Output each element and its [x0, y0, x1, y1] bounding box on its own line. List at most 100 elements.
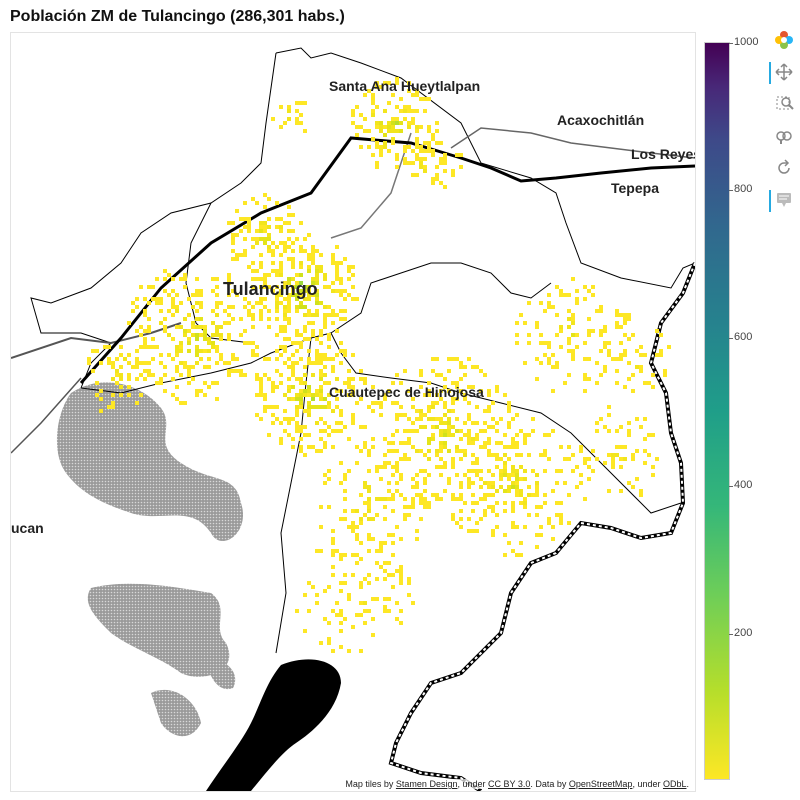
population-cell	[315, 393, 319, 397]
population-cell	[251, 197, 255, 201]
population-cell	[399, 109, 403, 113]
population-cell	[455, 381, 459, 385]
population-cell	[303, 101, 307, 105]
wheel-zoom-icon[interactable]	[774, 126, 796, 148]
population-cell	[539, 341, 543, 345]
population-cell	[627, 361, 631, 365]
population-cell	[343, 553, 347, 557]
population-cell	[403, 441, 407, 445]
population-cell	[559, 329, 563, 333]
population-cell	[571, 357, 575, 361]
population-cell	[443, 413, 447, 417]
population-cell	[283, 349, 287, 353]
population-cell	[163, 317, 167, 321]
population-cell	[367, 489, 371, 493]
population-cell	[447, 449, 451, 453]
population-cell	[255, 393, 259, 397]
population-cell	[255, 277, 259, 281]
population-cell	[459, 377, 463, 381]
population-cell	[507, 421, 511, 425]
population-cell	[275, 245, 279, 249]
population-cell	[291, 293, 295, 297]
population-cell	[439, 373, 443, 377]
pan-icon[interactable]	[769, 62, 796, 84]
population-cell	[363, 441, 367, 445]
population-cell	[487, 481, 491, 485]
population-cell	[523, 497, 527, 501]
population-cell	[95, 393, 99, 397]
population-cell	[375, 577, 379, 581]
colorbar-tickmark	[729, 338, 733, 339]
population-cell	[303, 409, 307, 413]
population-cell	[255, 237, 259, 241]
population-cell	[387, 81, 391, 85]
population-cell	[183, 317, 187, 321]
population-cell	[367, 609, 371, 613]
population-cell	[507, 489, 511, 493]
population-cell	[255, 353, 259, 357]
ccby-link[interactable]: CC BY 3.0	[488, 779, 531, 789]
population-cell	[335, 329, 339, 333]
population-cell	[195, 289, 199, 293]
population-cell	[311, 393, 315, 397]
population-cell	[399, 537, 403, 541]
population-cell	[219, 325, 223, 329]
box-zoom-icon[interactable]	[774, 94, 796, 116]
population-cell	[335, 549, 339, 553]
population-cell	[155, 277, 159, 281]
stamen-link[interactable]: Stamen Design	[395, 779, 458, 789]
population-cell	[291, 241, 295, 245]
population-cell	[367, 581, 371, 585]
population-cell	[295, 237, 299, 241]
highway-line	[11, 377, 82, 454]
population-cell	[287, 221, 291, 225]
population-cell	[371, 617, 375, 621]
population-cell	[495, 525, 499, 529]
population-cell	[619, 465, 623, 469]
population-cell	[339, 589, 343, 593]
population-cell	[307, 409, 311, 413]
population-cell	[135, 297, 139, 301]
population-cell	[503, 469, 507, 473]
population-cell	[559, 445, 563, 449]
population-cell	[171, 277, 175, 281]
population-cell	[627, 481, 631, 485]
population-cell	[603, 345, 607, 349]
population-cell	[475, 521, 479, 525]
population-cell	[355, 613, 359, 617]
population-cell	[383, 517, 387, 521]
map-canvas[interactable]: Santa Ana Hueytlalpan Acaxochitlán Los R…	[10, 32, 696, 792]
population-cell	[575, 333, 579, 337]
population-cell	[423, 505, 427, 509]
population-cell	[315, 421, 319, 425]
population-cell	[399, 609, 403, 613]
population-cell	[323, 473, 327, 477]
population-cell	[427, 441, 431, 445]
population-cell	[323, 285, 327, 289]
population-cell	[311, 321, 315, 325]
population-cell	[143, 341, 147, 345]
population-cell	[279, 269, 283, 273]
population-cell	[507, 457, 511, 461]
population-cell	[595, 421, 599, 425]
population-cell	[347, 597, 351, 601]
population-cell	[619, 457, 623, 461]
population-cell	[423, 497, 427, 501]
population-cell	[371, 137, 375, 141]
population-cell	[175, 365, 179, 369]
bokeh-logo[interactable]	[774, 30, 796, 52]
population-cell	[295, 421, 299, 425]
population-cell	[351, 285, 355, 289]
hover-icon[interactable]	[769, 190, 796, 212]
population-cell	[131, 309, 135, 313]
population-cell	[587, 377, 591, 381]
population-cell	[543, 341, 547, 345]
osm-link[interactable]: OpenStreetMap	[568, 779, 633, 789]
population-cell	[599, 309, 603, 313]
population-cell	[627, 377, 631, 381]
odbl-link[interactable]: ODbL	[662, 779, 687, 789]
reset-icon[interactable]	[774, 158, 796, 180]
population-cell	[215, 293, 219, 297]
population-cell	[243, 373, 247, 377]
population-cell	[331, 549, 335, 553]
